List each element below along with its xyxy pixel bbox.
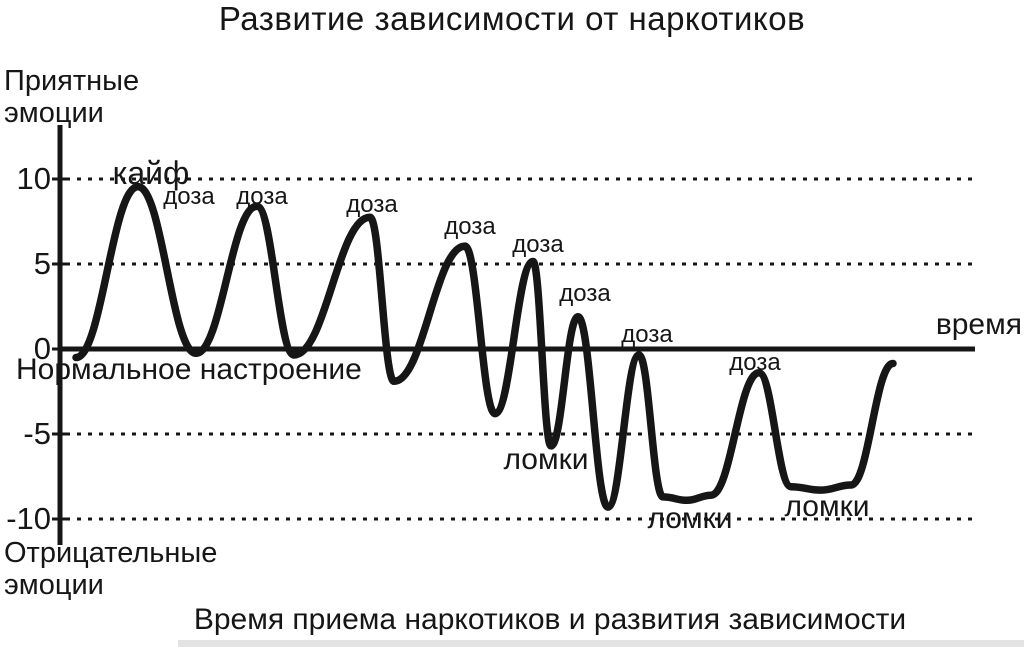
dose-label: доза [163, 183, 215, 210]
mood-curve [72, 182, 897, 511]
y-axis-label-pleasant-emotions: Приятные эмоции [4, 65, 140, 129]
y-tick-label--5: -5 [23, 416, 51, 451]
chart-title: Развитие зависимости от наркотиков [218, 0, 806, 37]
x-axis-label-time: время [935, 308, 1022, 341]
y-axis-label-negative-emotions: Отрицательные эмоции [4, 537, 218, 601]
dose-label: доза [559, 280, 611, 307]
footer-bar [178, 640, 1024, 647]
y-tick-label-0: 0 [33, 331, 51, 366]
dose-label: доза [346, 191, 398, 218]
y-tick-label--10: -10 [6, 501, 51, 536]
y-tick-label-10: 10 [16, 161, 51, 196]
dose-label: доза [444, 213, 496, 240]
dose-label: доза [621, 321, 673, 348]
normal-mood-label: Нормальное настроение [16, 353, 362, 386]
dose-label: доза [729, 349, 781, 376]
dose-label: доза [236, 183, 288, 210]
withdrawal-label: ломки [647, 502, 732, 535]
withdrawal-label: ломки [503, 443, 588, 476]
y-tick-label-5: 5 [33, 246, 51, 281]
dose-label: доза [512, 231, 564, 258]
high-label: кайф [113, 155, 190, 191]
bottom-caption: Время приема наркотиков и развития завис… [193, 603, 907, 636]
withdrawal-label: ломки [784, 490, 869, 523]
